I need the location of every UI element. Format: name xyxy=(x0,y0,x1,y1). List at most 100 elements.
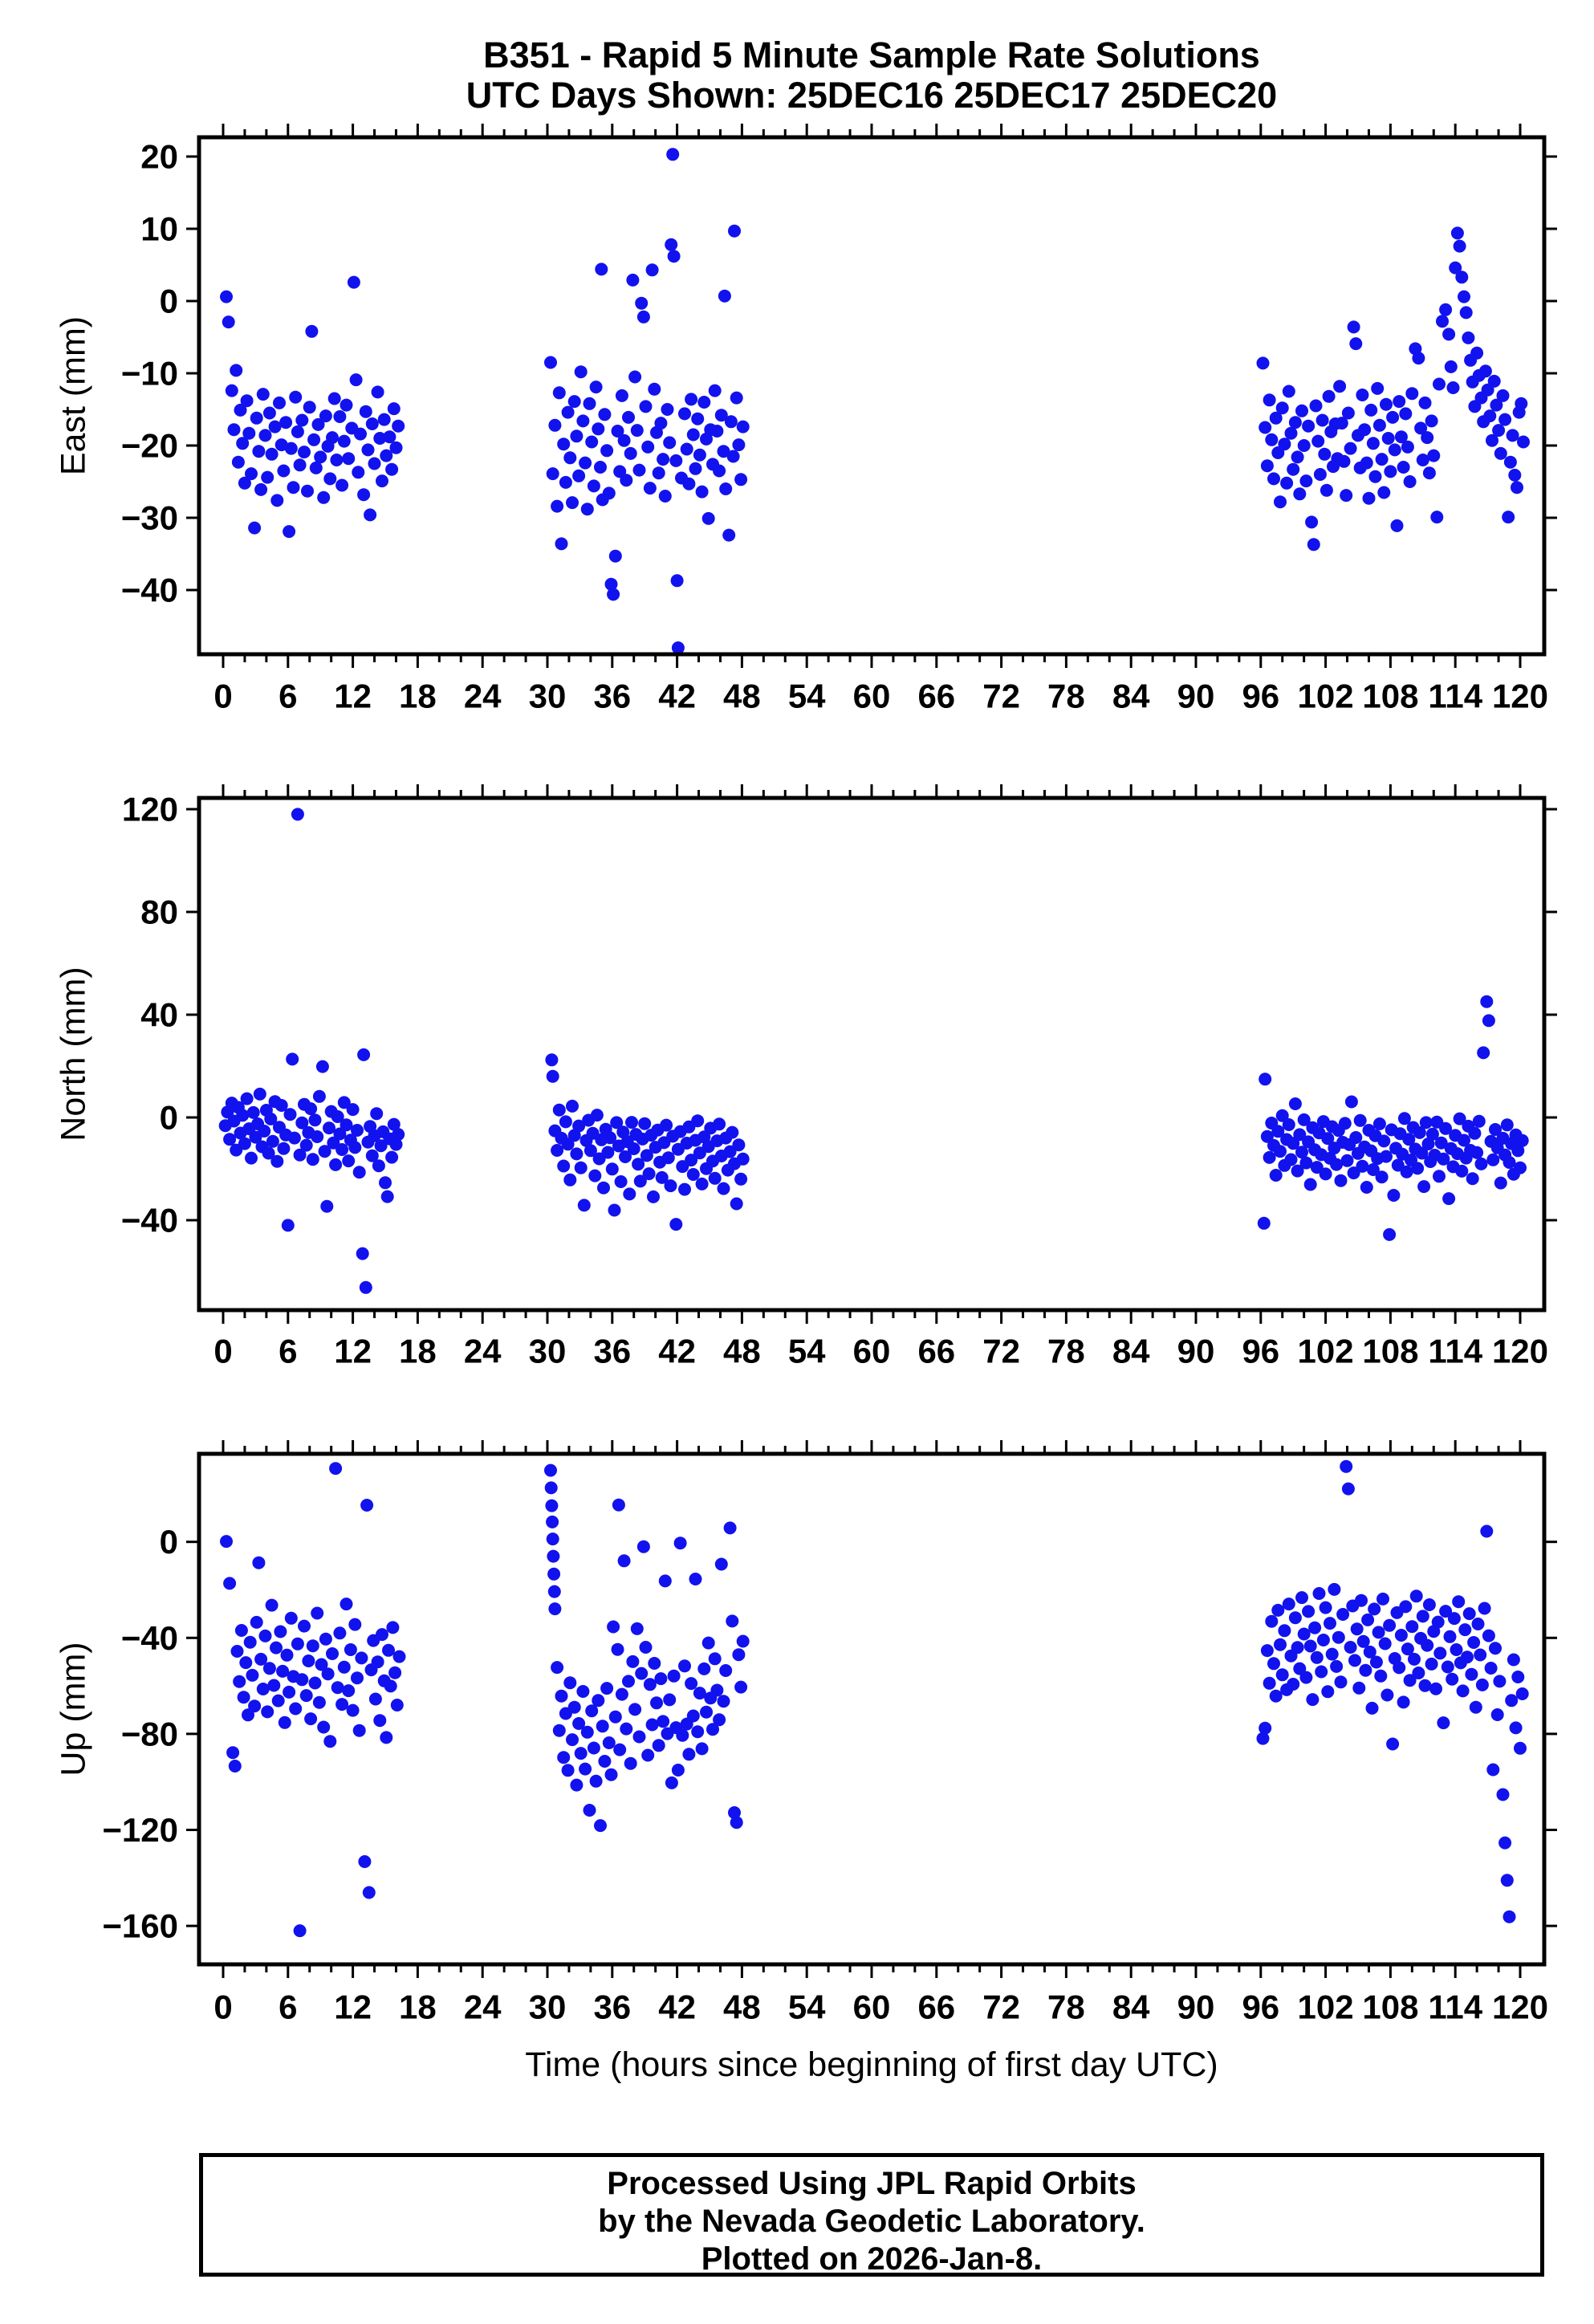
data-point xyxy=(1263,1150,1276,1164)
x-tick-label: 96 xyxy=(1242,678,1279,715)
data-point xyxy=(610,1116,624,1129)
data-point xyxy=(572,469,586,482)
data-point xyxy=(1320,483,1333,497)
data-point xyxy=(1493,1675,1507,1688)
data-point xyxy=(1344,1095,1358,1109)
data-point xyxy=(1340,1154,1354,1167)
data-point xyxy=(311,1130,324,1143)
data-point xyxy=(1482,1629,1495,1642)
data-point xyxy=(723,1145,737,1158)
data-point xyxy=(286,1052,299,1066)
data-point xyxy=(1474,1648,1487,1662)
y-tick-label: 0 xyxy=(160,283,178,320)
data-point xyxy=(633,1174,647,1188)
data-point xyxy=(329,1158,343,1171)
data-point xyxy=(717,1695,730,1708)
data-point xyxy=(641,1748,655,1762)
data-point xyxy=(1503,455,1517,469)
data-point xyxy=(1284,426,1298,440)
data-point xyxy=(354,427,367,441)
data-point xyxy=(347,275,360,289)
data-point xyxy=(695,485,709,499)
data-point xyxy=(617,433,631,447)
data-point xyxy=(1405,1620,1419,1634)
data-point xyxy=(246,1105,260,1119)
data-point xyxy=(265,1598,279,1612)
data-point xyxy=(1265,433,1279,446)
data-point xyxy=(348,1141,362,1154)
data-point xyxy=(655,1170,669,1184)
y-tick-label: 120 xyxy=(122,791,178,828)
data-point xyxy=(274,438,288,452)
data-point xyxy=(563,451,577,465)
data-point xyxy=(326,1647,339,1660)
data-point xyxy=(1484,1662,1498,1675)
data-point xyxy=(1412,352,1425,365)
data-point xyxy=(377,413,391,426)
footer-line3: Plotted on 2026-Jan-8. xyxy=(701,2241,1043,2277)
data-point xyxy=(545,1499,559,1512)
data-point xyxy=(1421,1138,1435,1150)
data-point xyxy=(262,1146,275,1160)
data-point xyxy=(1456,1684,1470,1698)
data-point xyxy=(1349,337,1363,351)
data-point xyxy=(1482,1014,1495,1028)
data-point xyxy=(283,1685,296,1699)
data-point xyxy=(594,1819,607,1833)
data-point xyxy=(1330,1158,1344,1171)
data-point xyxy=(1366,437,1380,450)
data-point xyxy=(691,1114,705,1128)
data-point xyxy=(718,289,731,303)
x-tick-label: 48 xyxy=(723,1988,761,2026)
data-point xyxy=(638,1117,652,1130)
scatter-points xyxy=(218,808,1529,1294)
data-point xyxy=(669,454,683,467)
data-point xyxy=(636,1540,650,1553)
y-axis-ticks xyxy=(186,1541,1557,1927)
data-point xyxy=(689,1573,702,1585)
data-point xyxy=(392,419,405,433)
x-tick-label: 120 xyxy=(1492,678,1548,715)
data-point xyxy=(608,1710,622,1724)
data-point xyxy=(594,461,607,474)
data-point xyxy=(592,422,605,436)
data-point xyxy=(1344,1641,1357,1654)
data-point xyxy=(1394,430,1408,444)
data-point xyxy=(717,1182,730,1195)
data-point xyxy=(1462,331,1475,344)
data-point xyxy=(331,1110,344,1123)
data-point xyxy=(323,1735,337,1748)
y-tick-label: 0 xyxy=(160,1099,178,1137)
x-tick-label: 30 xyxy=(529,678,567,715)
data-point xyxy=(356,1247,369,1260)
data-point xyxy=(226,1746,240,1760)
data-point xyxy=(572,1717,586,1730)
data-point xyxy=(1400,1165,1413,1178)
x-tick-label: 66 xyxy=(917,1988,955,2026)
data-point xyxy=(295,413,309,427)
x-tick-label: 66 xyxy=(917,1333,955,1370)
data-point xyxy=(329,1462,343,1475)
data-point xyxy=(270,1154,284,1168)
data-point xyxy=(611,425,624,438)
data-point xyxy=(1378,1637,1392,1650)
data-point xyxy=(1496,389,1510,402)
data-point xyxy=(1397,1112,1411,1125)
data-point xyxy=(1375,453,1389,466)
data-point xyxy=(1259,1072,1272,1086)
data-point xyxy=(639,1641,653,1654)
data-point xyxy=(546,1515,559,1528)
data-point xyxy=(619,1150,632,1163)
data-point xyxy=(256,1683,270,1695)
data-point xyxy=(387,1117,401,1131)
data-point xyxy=(1515,1134,1529,1147)
data-point xyxy=(1478,1602,1491,1615)
data-point xyxy=(1431,1615,1445,1629)
data-point xyxy=(728,1806,741,1819)
data-point xyxy=(231,455,245,469)
data-point xyxy=(388,1666,402,1679)
x-tick-labels: 0 6 12 18 24 30 36 42 48 54 60 66 72 78 84 90 96 102 108 11… xyxy=(213,1988,1548,2026)
data-point xyxy=(298,1619,311,1633)
data-point xyxy=(1415,1146,1429,1160)
data-point xyxy=(238,1137,251,1150)
